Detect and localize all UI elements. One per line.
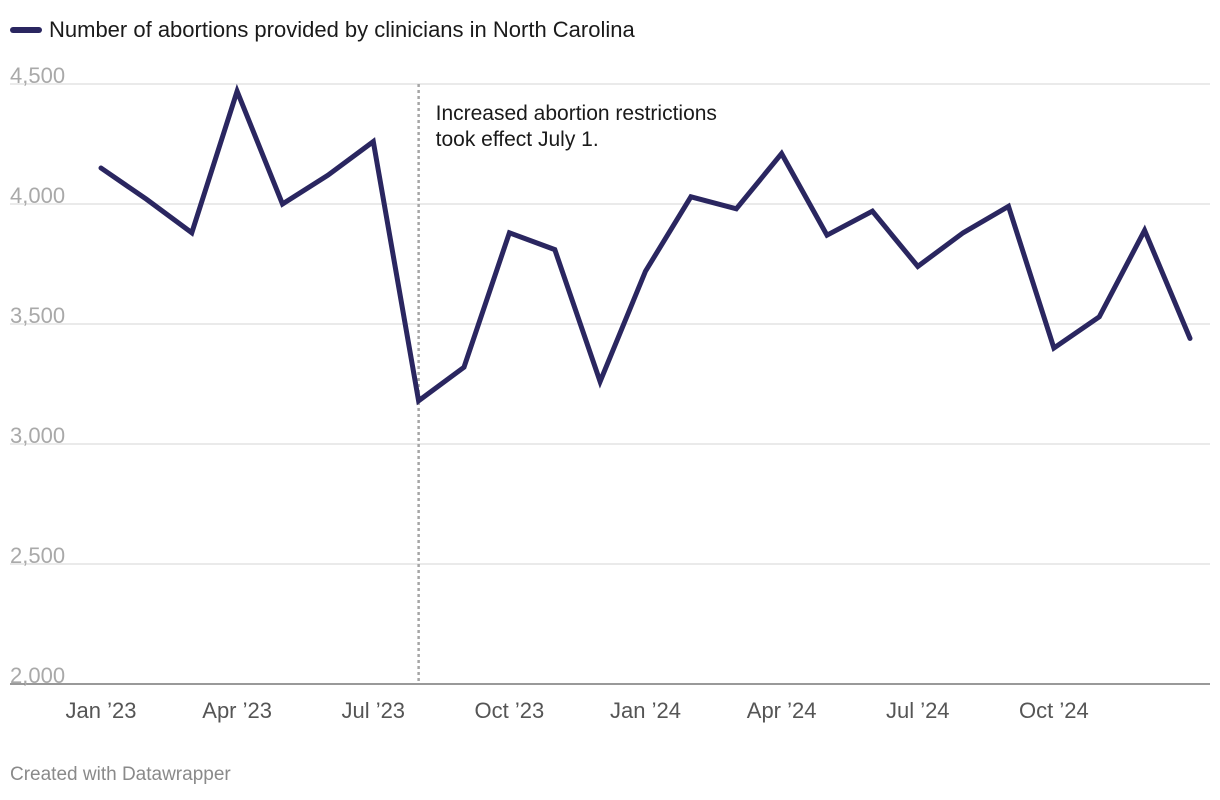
y-tick-label: 2,500 bbox=[10, 543, 65, 568]
data-point bbox=[506, 230, 512, 236]
data-point bbox=[869, 208, 875, 214]
x-tick-label: Jan ’23 bbox=[66, 698, 137, 723]
x-tick-label: Jan ’24 bbox=[610, 698, 681, 723]
data-point bbox=[915, 263, 921, 269]
data-point bbox=[824, 232, 830, 238]
x-tick-label: Apr ’23 bbox=[202, 698, 272, 723]
annotation-text-line1: Increased abortion restrictions bbox=[436, 102, 717, 125]
data-point bbox=[552, 247, 558, 253]
x-tick-label: Jul ’23 bbox=[341, 698, 405, 723]
legend-swatch bbox=[10, 27, 42, 33]
y-tick-label: 3,000 bbox=[10, 423, 65, 448]
data-point bbox=[461, 364, 467, 370]
data-point bbox=[643, 268, 649, 274]
y-tick-label: 3,500 bbox=[10, 303, 65, 328]
data-point bbox=[280, 201, 286, 207]
annotation-text-line2: took effect July 1. bbox=[436, 128, 599, 151]
x-tick-label: Jul ’24 bbox=[886, 698, 950, 723]
data-point bbox=[370, 139, 376, 145]
data-point bbox=[1051, 345, 1057, 351]
data-point bbox=[1187, 335, 1193, 341]
data-point bbox=[1096, 314, 1102, 320]
data-point bbox=[960, 230, 966, 236]
legend: Number of abortions provided by clinicia… bbox=[10, 16, 635, 44]
footer-credit: Created with Datawrapper bbox=[10, 764, 231, 785]
x-tick-label: Oct ’23 bbox=[475, 698, 545, 723]
y-tick-label: 4,500 bbox=[10, 63, 65, 88]
x-tick-label: Oct ’24 bbox=[1019, 698, 1089, 723]
legend-label: Number of abortions provided by clinicia… bbox=[49, 17, 635, 42]
x-tick-label: Apr ’24 bbox=[747, 698, 817, 723]
data-point bbox=[98, 165, 104, 171]
data-point bbox=[234, 88, 240, 94]
data-point bbox=[416, 398, 422, 404]
data-point bbox=[143, 196, 149, 202]
data-point bbox=[733, 206, 739, 212]
data-point bbox=[325, 172, 331, 178]
data-point bbox=[1142, 227, 1148, 233]
data-point bbox=[189, 230, 195, 236]
data-point bbox=[1006, 203, 1012, 209]
data-point bbox=[688, 194, 694, 200]
y-tick-label: 2,000 bbox=[10, 663, 65, 688]
series-line bbox=[98, 83, 1193, 406]
data-point bbox=[597, 379, 603, 385]
y-tick-label: 4,000 bbox=[10, 183, 65, 208]
data-point bbox=[779, 151, 785, 157]
